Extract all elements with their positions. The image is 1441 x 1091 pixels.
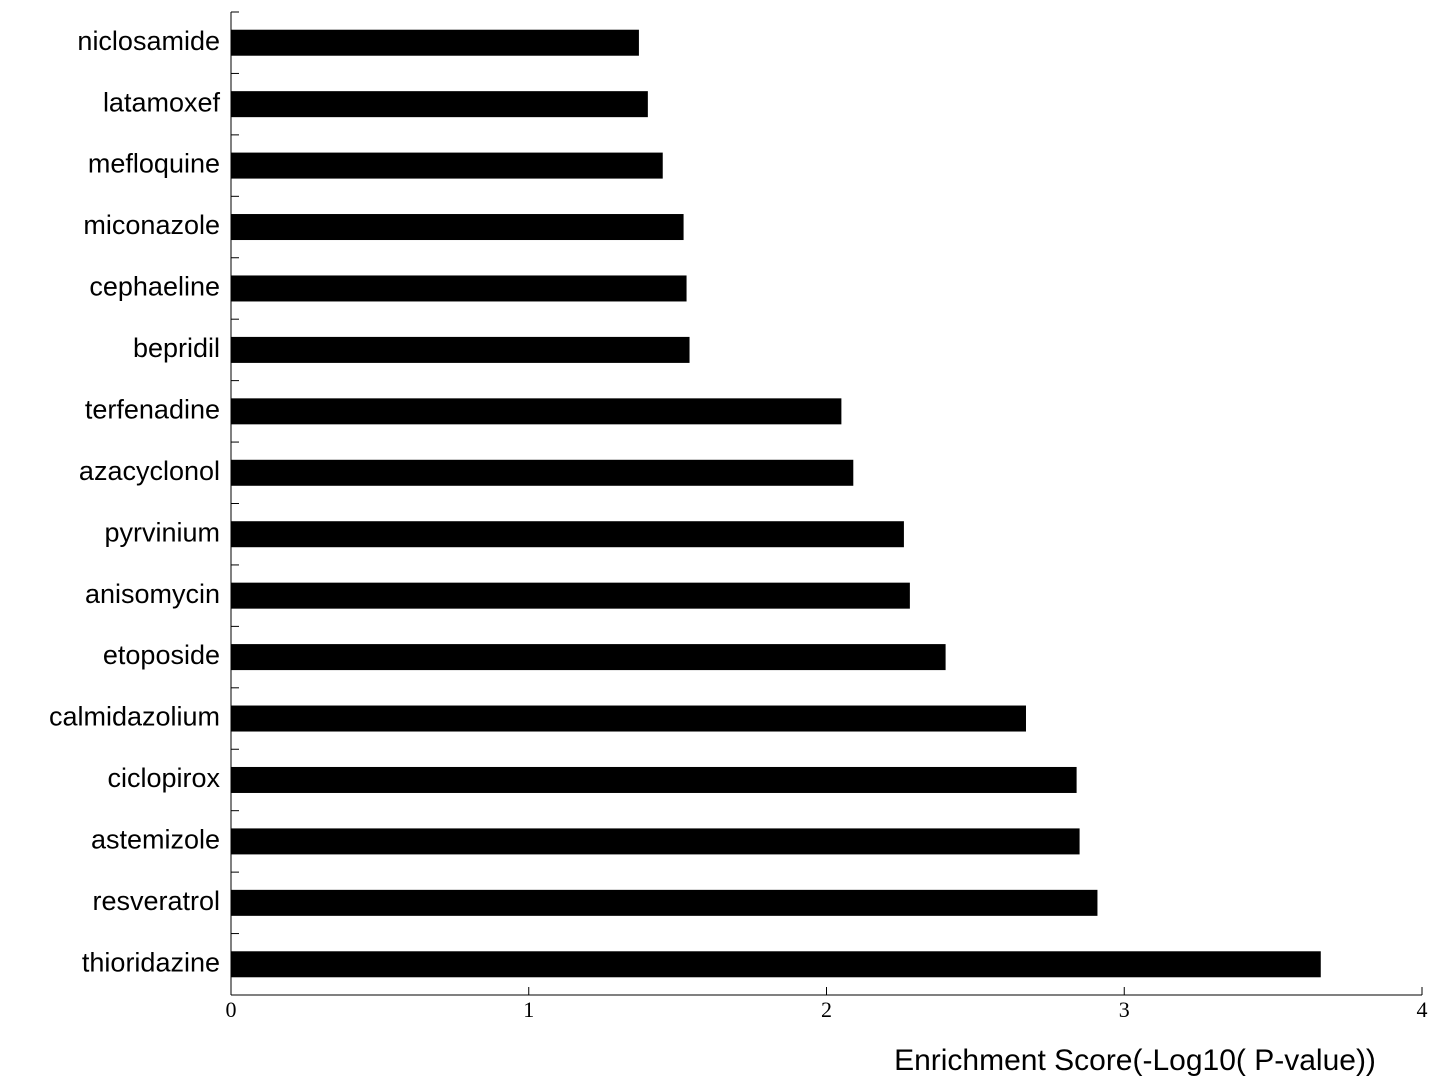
x-tick-label: 1 (523, 997, 534, 1022)
y-tick-label: etoposide (103, 640, 220, 670)
x-tick-label: 3 (1119, 997, 1130, 1022)
bar (231, 459, 854, 486)
bar (231, 644, 946, 671)
y-tick-label: astemizole (91, 825, 220, 855)
bar (231, 951, 1321, 978)
y-tick-label: ciclopirox (107, 763, 220, 793)
x-tick-label: 4 (1417, 997, 1428, 1022)
y-tick-label: niclosamide (77, 26, 220, 56)
bar (231, 398, 842, 425)
bar (231, 521, 904, 548)
bar (231, 828, 1080, 855)
y-tick-label: latamoxef (103, 87, 221, 117)
y-tick-label: pyrvinium (104, 517, 220, 547)
y-tick-label: anisomycin (85, 579, 220, 609)
bar (231, 275, 687, 302)
y-tick-label: mefloquine (88, 149, 220, 179)
bar (231, 766, 1077, 793)
bar (231, 214, 684, 241)
bar (231, 29, 639, 56)
bar (231, 705, 1026, 732)
y-tick-label: calmidazolium (49, 702, 220, 732)
bar (231, 152, 663, 179)
x-tick-label: 0 (226, 997, 237, 1022)
x-tick-label: 2 (821, 997, 832, 1022)
y-tick-label: resveratrol (92, 886, 220, 916)
y-tick-label: cephaeline (89, 272, 220, 302)
y-tick-label: terfenadine (85, 394, 220, 424)
bar (231, 336, 690, 363)
y-tick-label: miconazole (83, 210, 220, 240)
bar (231, 91, 648, 118)
bar (231, 582, 910, 609)
x-axis-label: Enrichment Score(-Log10( P-value)) (894, 1044, 1376, 1077)
y-tick-label: azacyclonol (79, 456, 220, 486)
y-tick-label: thioridazine (82, 947, 220, 977)
bar (231, 889, 1098, 916)
y-tick-label: bepridil (133, 333, 220, 363)
